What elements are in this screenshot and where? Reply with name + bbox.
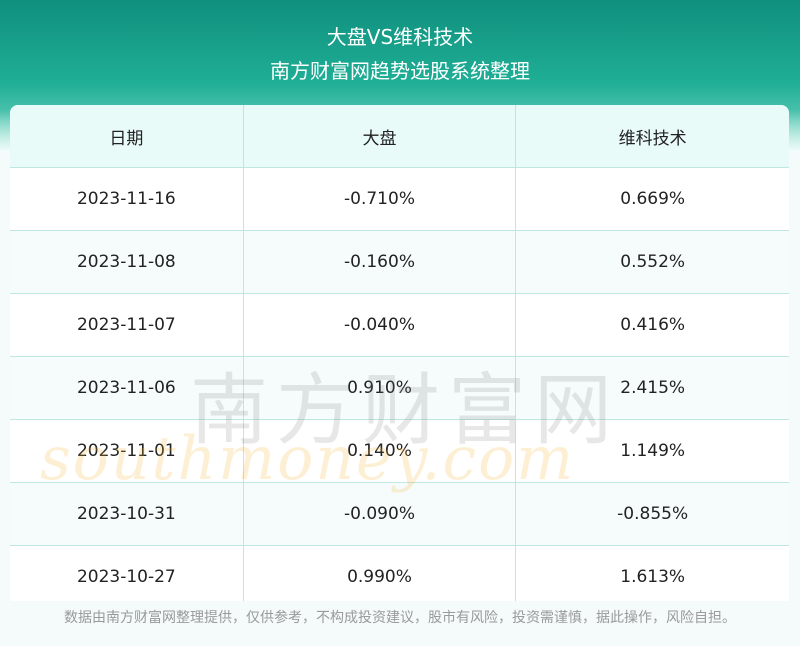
cell-date: 2023-11-06 (10, 356, 244, 420)
cell-date: 2023-10-27 (10, 545, 244, 601)
cell-date: 2023-11-16 (10, 167, 244, 231)
cell-market-change: -0.090% (242, 482, 516, 546)
table-row: 2023-11-01 0.140% 1.149% (10, 419, 789, 483)
cell-stock-change: 0.552% (515, 230, 789, 294)
cell-stock-change: 1.613% (515, 545, 789, 601)
disclaimer-text: 数据由南方财富网整理提供，仅供参考，不构成投资建议，股市有风险，投资需谨慎，据此… (64, 610, 736, 626)
table-header-row: 日期 大盘 维科技术 (10, 105, 789, 168)
column-header-market: 大盘 (242, 105, 516, 168)
column-header-stock: 维科技术 (515, 105, 789, 168)
cell-stock-change: 0.669% (515, 167, 789, 231)
cell-market-change: -0.040% (242, 293, 516, 357)
cell-date: 2023-10-31 (10, 482, 244, 546)
cell-market-change: 0.910% (242, 356, 516, 420)
cell-market-change: -0.710% (242, 167, 516, 231)
column-header-date: 日期 (10, 105, 244, 168)
page-subtitle: 南方财富网趋势选股系统整理 (270, 59, 530, 83)
table-row: 2023-11-07 -0.040% 0.416% (10, 293, 789, 357)
cell-market-change: 0.990% (242, 545, 516, 601)
page-title: 大盘VS维科技术 (326, 25, 474, 49)
comparison-table: 日期 大盘 维科技术 2023-11-16 -0.710% 0.669% 2023-1… (10, 105, 789, 601)
cell-stock-change: 1.149% (515, 419, 789, 483)
cell-date: 2023-11-07 (10, 293, 244, 357)
cell-market-change: -0.160% (242, 230, 516, 294)
cell-date: 2023-11-01 (10, 419, 244, 483)
comparison-table-card: 日期 大盘 维科技术 2023-11-16 -0.710% 0.669% 2023-1… (10, 105, 789, 601)
table-row: 2023-11-16 -0.710% 0.669% (10, 167, 789, 231)
cell-stock-change: 0.416% (515, 293, 789, 357)
cell-stock-change: -0.855% (515, 482, 789, 546)
table-row: 2023-11-08 -0.160% 0.552% (10, 230, 789, 294)
table-row: 2023-10-27 0.990% 1.613% (10, 545, 789, 601)
table-row: 2023-11-06 0.910% 2.415% (10, 356, 789, 420)
cell-date: 2023-11-08 (10, 230, 244, 294)
table-row: 2023-10-31 -0.090% -0.855% (10, 482, 789, 546)
cell-market-change: 0.140% (242, 419, 516, 483)
cell-stock-change: 2.415% (515, 356, 789, 420)
